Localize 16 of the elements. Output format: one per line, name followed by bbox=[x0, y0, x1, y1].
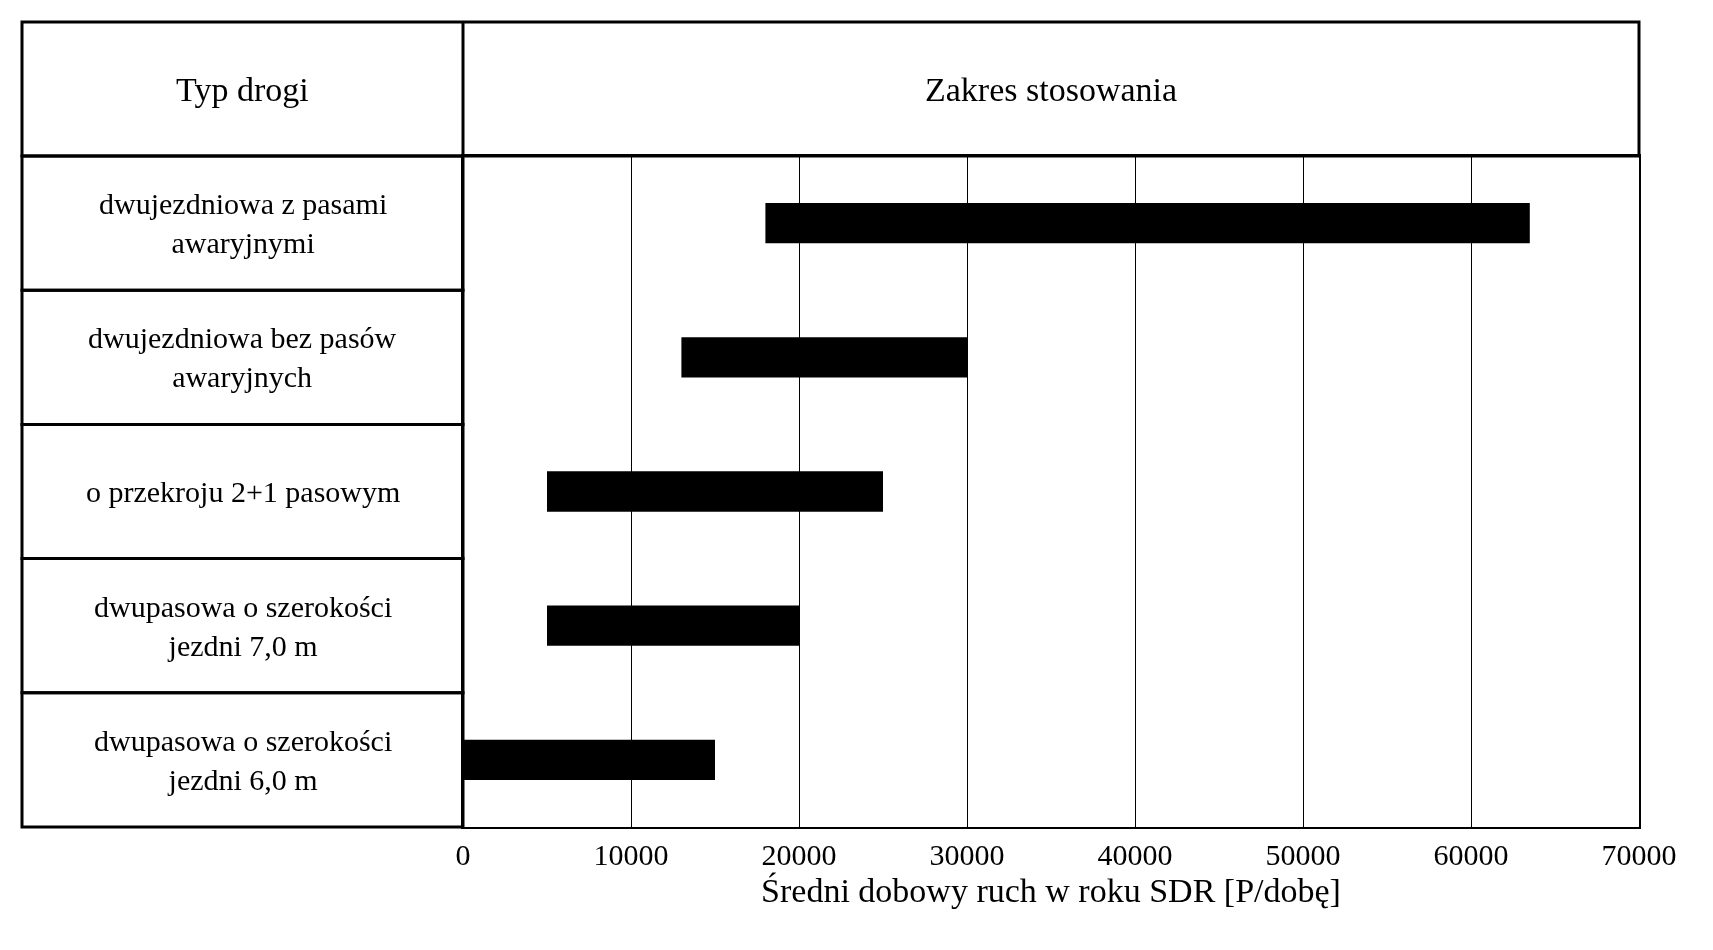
x-tick-label: 60000 bbox=[1433, 838, 1509, 871]
y-tick-label: dwupasowa o szerokości jezdni 6,0 m bbox=[94, 724, 393, 796]
x-axis-title: Średni dobowy ruch w roku SDR [P/dobę] bbox=[761, 871, 1341, 909]
y-tick-label: dwujezdniowa z pasami awaryjnymi bbox=[99, 187, 388, 259]
y-tick-label: dwupasowa o szerokości jezdni 7,0 m bbox=[94, 590, 393, 662]
y-tick-label: dwujezdniowa bez pasów awaryjnych bbox=[88, 321, 397, 393]
x-tick-label: 50000 bbox=[1265, 838, 1341, 871]
x-tick-label: 30000 bbox=[929, 838, 1005, 871]
x-tick-label: 0 bbox=[455, 838, 471, 871]
x-tick-label: 20000 bbox=[761, 838, 837, 871]
y-tick-label: o przekroju 2+1 pasowym bbox=[86, 475, 401, 508]
x-tick-label: 40000 bbox=[1097, 838, 1173, 871]
x-tick-label: 10000 bbox=[593, 838, 669, 871]
y-axis-title: Typ drogi bbox=[176, 71, 309, 108]
x-tick-label: 70000 bbox=[1601, 838, 1677, 871]
chart-title: Zakres stosowania bbox=[925, 71, 1178, 108]
